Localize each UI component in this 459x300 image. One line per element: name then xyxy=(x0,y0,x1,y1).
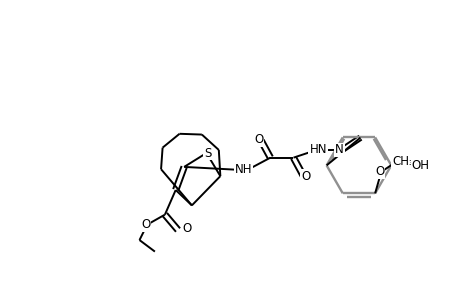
Text: S: S xyxy=(204,146,211,160)
Text: O: O xyxy=(301,169,310,183)
Text: O: O xyxy=(374,165,384,178)
Text: OH: OH xyxy=(411,159,429,172)
Text: O: O xyxy=(141,218,150,231)
Text: O: O xyxy=(254,133,263,146)
Text: N: N xyxy=(335,143,343,157)
Text: O: O xyxy=(182,222,191,235)
Text: CH₃: CH₃ xyxy=(391,155,413,168)
Text: HN: HN xyxy=(309,143,326,157)
Text: NH: NH xyxy=(234,164,252,176)
